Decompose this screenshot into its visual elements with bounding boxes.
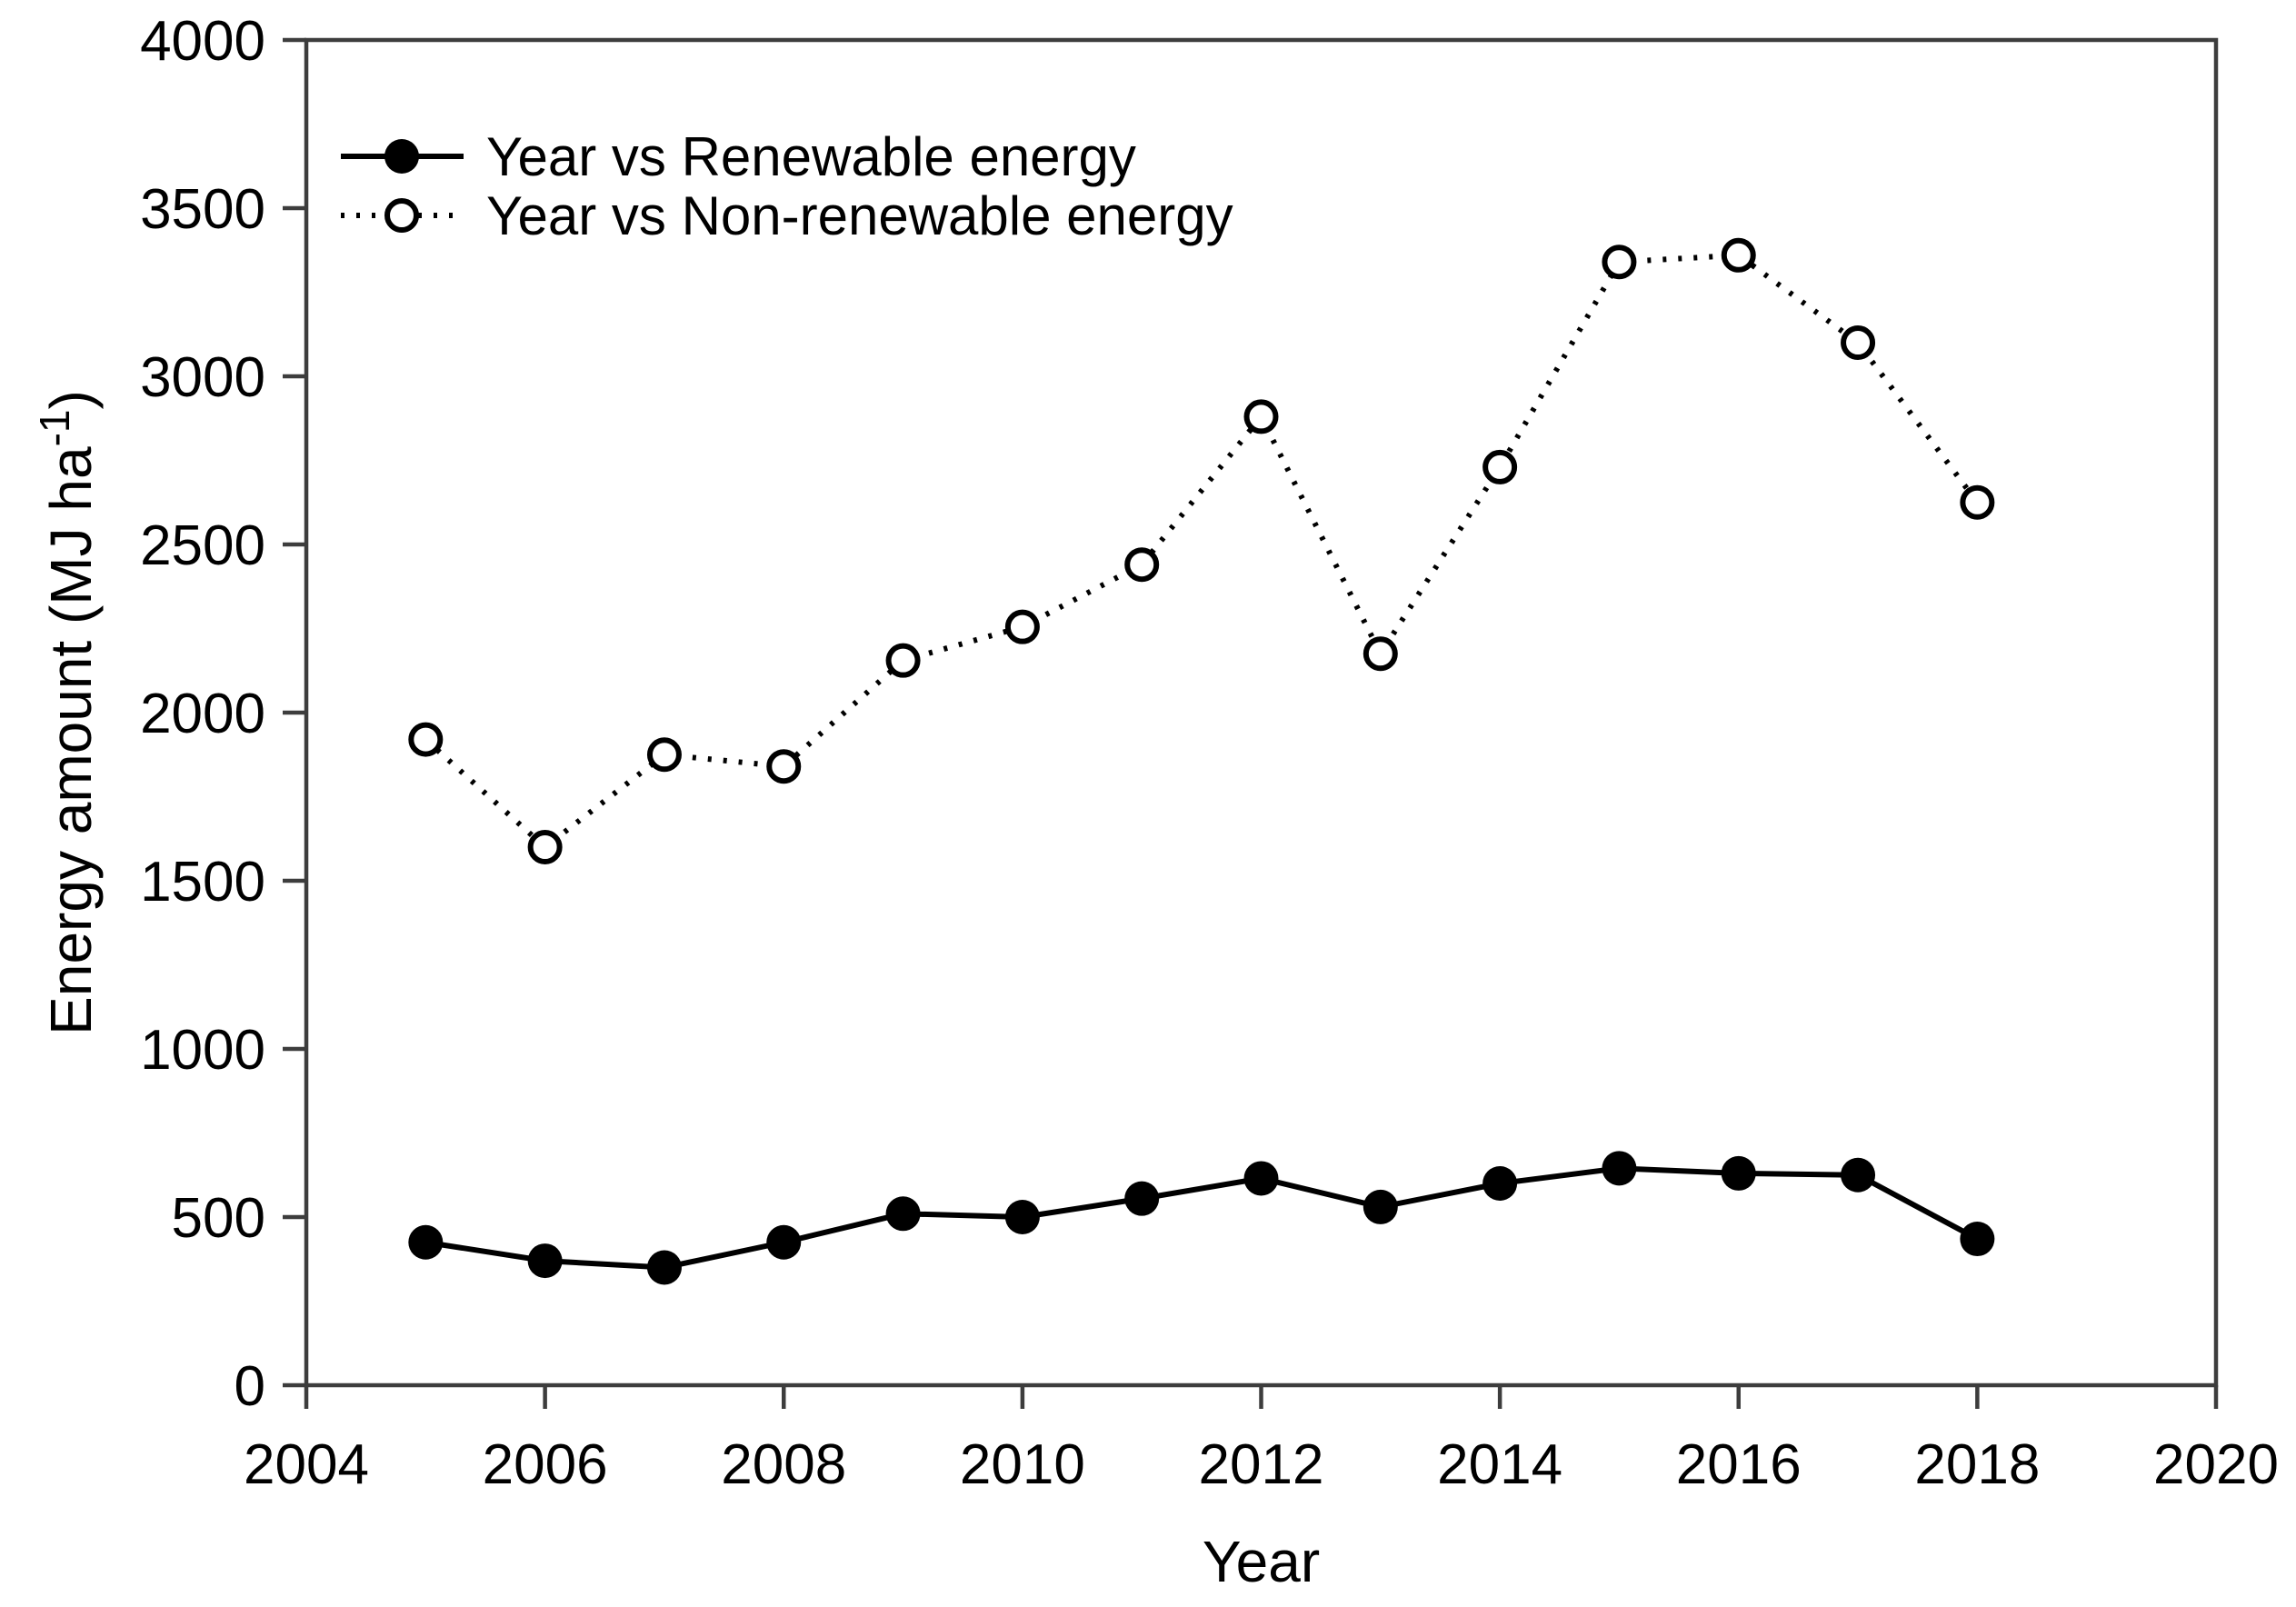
- data-point-filled: [1841, 1157, 1876, 1193]
- y-tick-label: 2500: [140, 514, 265, 577]
- data-point-open: [1363, 636, 1398, 672]
- data-point-filled: [1960, 1222, 1995, 1257]
- y-tick-label: 3000: [140, 346, 265, 409]
- data-point-filled: [527, 1243, 563, 1279]
- data-point-filled: [1602, 1151, 1637, 1186]
- legend-filled-circle-icon: [384, 139, 419, 174]
- x-tick-label: 2018: [1914, 1433, 2040, 1496]
- data-point-filled: [1004, 1200, 1040, 1234]
- data-point-open: [1602, 245, 1637, 280]
- y-tick-label: 3500: [140, 178, 265, 241]
- legend-label: Year vs Renewable energy: [486, 126, 1136, 187]
- x-axis-title: Year: [1203, 1529, 1320, 1594]
- x-tick-label: 2016: [1676, 1433, 1802, 1496]
- data-point-open: [1721, 237, 1756, 273]
- series-non-renewable: [408, 237, 1995, 864]
- data-point-filled: [766, 1224, 802, 1260]
- data-point-filled: [1243, 1161, 1279, 1196]
- data-point-open: [1243, 399, 1279, 434]
- x-tick-label: 2014: [1437, 1433, 1562, 1496]
- data-point-filled: [885, 1196, 921, 1232]
- data-point-open: [885, 643, 921, 678]
- x-tick-label: 2008: [721, 1433, 846, 1496]
- data-point-filled: [646, 1250, 682, 1285]
- data-point-filled: [1482, 1166, 1518, 1201]
- y-tick-label: 4000: [140, 10, 265, 73]
- x-tick-label: 2020: [2153, 1433, 2279, 1496]
- x-tick-label: 2004: [244, 1433, 369, 1496]
- data-point-open: [1841, 325, 1876, 360]
- y-tick-label: 2000: [140, 683, 265, 745]
- x-axis: 2004 2006 2008 2010 2012 2014 2016 2018 2020: [244, 1385, 2279, 1496]
- dotted-connector-line: [424, 252, 1980, 851]
- data-point-filled: [408, 1224, 444, 1260]
- x-tick-label: 2010: [960, 1433, 1085, 1496]
- x-tick-label: 2012: [1199, 1433, 1324, 1496]
- y-tick-label: 0: [235, 1355, 265, 1418]
- series-renewable: [408, 1151, 1995, 1285]
- data-point-open: [527, 830, 563, 864]
- data-point-filled: [1363, 1189, 1398, 1224]
- y-tick-label: 1000: [140, 1019, 265, 1082]
- data-point-open: [766, 749, 802, 784]
- y-tick-label: 1500: [140, 851, 265, 913]
- legend-label: Year vs Non-renewable energy: [486, 185, 1233, 246]
- data-point-open: [1960, 484, 1995, 520]
- data-point-open: [408, 722, 444, 757]
- legend-open-circle-icon: [384, 198, 419, 233]
- y-tick-label: 500: [172, 1187, 265, 1250]
- data-point-filled: [1124, 1181, 1160, 1216]
- data-point-filled: [1721, 1155, 1756, 1191]
- data-point-open: [1124, 547, 1160, 583]
- y-axis: 0 500 1000 1500 2000 2500 3000 3500 4000: [140, 10, 306, 1418]
- y-axis-title: Energy amount (MJ ha-1): [31, 390, 104, 1035]
- solid-connector-line: [424, 1165, 1979, 1271]
- x-tick-label: 2006: [483, 1433, 608, 1496]
- data-point-open: [1482, 449, 1518, 484]
- data-point-open: [646, 737, 682, 773]
- data-point-open: [1004, 609, 1040, 644]
